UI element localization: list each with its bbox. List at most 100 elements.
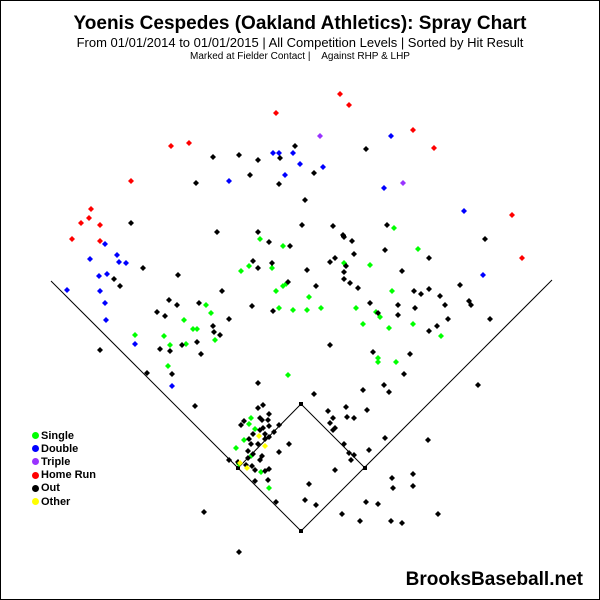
hit-marker-double [96, 273, 102, 279]
hit-marker-out [266, 434, 272, 440]
hit-marker-out [325, 408, 331, 414]
hit-marker-out [344, 414, 350, 420]
hit-marker-out [482, 236, 488, 242]
hit-marker-out [466, 298, 472, 304]
hit-marker-out [442, 302, 448, 308]
hit-marker-out [259, 453, 265, 459]
hit-marker-out [434, 323, 440, 329]
hit-marker-out [468, 302, 474, 308]
hit-marker-out [292, 143, 298, 149]
filter-hand: Against RHP & LHP [321, 51, 410, 62]
hit-marker-single [367, 262, 373, 268]
hit-marker-out [210, 323, 216, 329]
hit-marker-double [297, 161, 303, 167]
hit-marker-out [246, 436, 252, 442]
hit-marker-out [255, 380, 261, 386]
hit-marker-out [259, 417, 265, 423]
hit-marker-out [426, 328, 432, 334]
hit-marker-single [165, 363, 171, 369]
hit-marker-single [318, 305, 324, 311]
hit-marker-other [262, 443, 268, 449]
hit-marker-out [426, 255, 432, 261]
hit-marker-out [210, 154, 216, 160]
hit-marker-home-run [273, 110, 279, 116]
hit-marker-single [375, 359, 381, 365]
hit-marker-out [214, 229, 220, 235]
hit-marker-out [437, 293, 443, 299]
hit-marker-out [351, 415, 357, 421]
hit-marker-out [162, 313, 168, 319]
hit-marker-out [341, 269, 347, 275]
hit-marker-home-run [519, 255, 525, 261]
hit-marker-out [277, 155, 283, 161]
legend-item-other: Other [32, 495, 96, 508]
hit-marker-single [181, 317, 187, 323]
hit-marker-out [384, 222, 390, 228]
hit-marker-out [238, 422, 244, 428]
hit-marker-out [330, 427, 336, 433]
hit-marker-out [395, 302, 401, 308]
hit-marker-out [245, 448, 251, 454]
hit-marker-home-run [97, 238, 103, 244]
hit-marker-double [282, 172, 288, 178]
hit-marker-out [257, 427, 263, 433]
field-lines [50, 279, 553, 533]
hit-marker-double [388, 133, 394, 139]
hit-marker-out [157, 346, 163, 352]
hit-marker-out [381, 382, 387, 388]
hit-marker-out [299, 222, 305, 228]
hit-marker-out [304, 267, 310, 273]
hit-marker-out [382, 435, 388, 441]
hit-marker-out [375, 501, 381, 507]
filter-contact: Marked at Fielder Contact | [190, 51, 311, 62]
hit-marker-out [97, 347, 103, 353]
hit-marker-out [255, 229, 261, 235]
hit-marker-out [375, 310, 381, 316]
legend-item-home-run: Home Run [32, 469, 96, 482]
hit-marker-single [306, 294, 312, 300]
hit-marker-single [194, 326, 200, 332]
legend-item-single: Single [32, 429, 96, 442]
hit-marker-out [166, 297, 172, 303]
hit-marker-out [273, 499, 279, 505]
hit-marker-double [132, 341, 138, 347]
hit-markers [64, 91, 525, 555]
hit-marker-out [343, 263, 349, 269]
hit-marker-out [313, 283, 319, 289]
hit-marker-out [363, 499, 369, 505]
hit-marker-out [332, 467, 338, 473]
hit-marker-single [252, 426, 258, 432]
hit-marker-double [461, 208, 467, 214]
hit-marker-double [290, 150, 296, 156]
hit-marker-out [332, 255, 338, 261]
hit-marker-out [311, 391, 317, 397]
hit-marker-single [438, 333, 444, 339]
hit-marker-double [114, 252, 120, 258]
hit-marker-out [260, 402, 266, 408]
hit-marker-out [169, 371, 175, 377]
hit-marker-single [238, 268, 244, 274]
hit-marker-home-run [337, 91, 343, 97]
hit-marker-out [252, 478, 258, 484]
legend-label: Out [41, 482, 60, 495]
hit-marker-out [167, 348, 173, 354]
hit-marker-out [262, 468, 268, 474]
hit-marker-out [276, 449, 282, 455]
hit-marker-out [412, 305, 418, 311]
hit-marker-single [233, 445, 239, 451]
hit-marker-double [102, 300, 108, 306]
hit-marker-out [248, 441, 254, 447]
hit-marker-single [246, 421, 252, 427]
hit-marker-single [257, 236, 263, 242]
hit-marker-out [357, 518, 363, 524]
hit-marker-out [360, 387, 366, 393]
hit-marker-double [97, 288, 103, 294]
hit-marker-single [161, 333, 167, 339]
legend-label: Home Run [41, 469, 96, 482]
hit-marker-other [237, 460, 243, 466]
hit-marker-single [353, 305, 359, 311]
hit-marker-out [475, 382, 481, 388]
legend-dot-icon [32, 484, 39, 492]
hit-marker-out [435, 511, 441, 517]
hit-marker-other [256, 433, 262, 439]
